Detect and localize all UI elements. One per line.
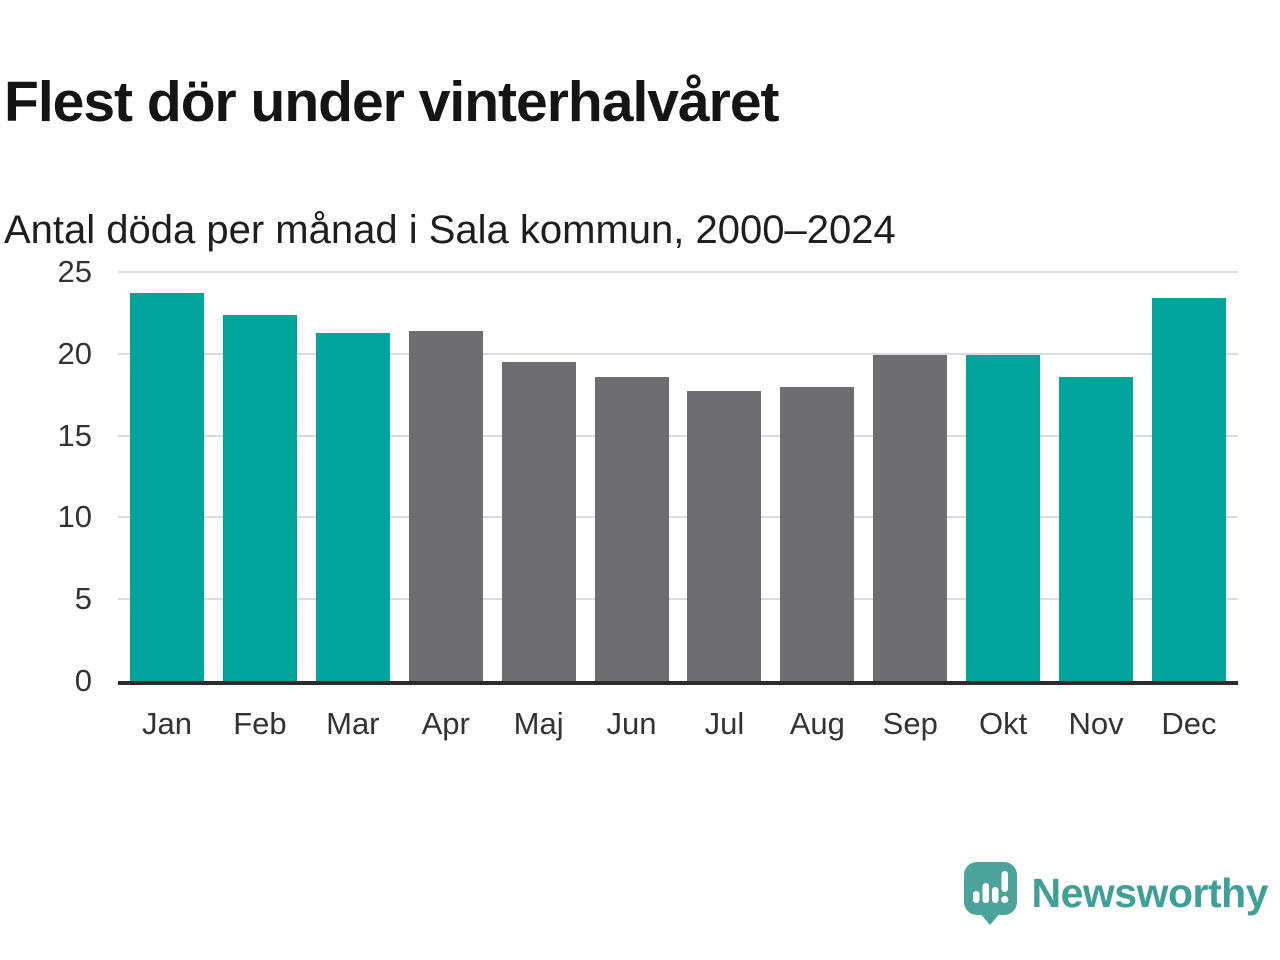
- y-axis-label-20: 20: [57, 335, 92, 371]
- x-axis-label-okt: Okt: [979, 706, 1028, 741]
- gridline-15: [118, 434, 1238, 437]
- newsworthy-logo-icon: [963, 862, 1017, 925]
- y-axis-label-10: 10: [57, 499, 92, 535]
- bar-slot-apr: Apr: [408, 272, 483, 741]
- bar-dec: [1151, 298, 1226, 681]
- x-axis-label-dec: Dec: [1161, 706, 1217, 741]
- x-axis-label-maj: Maj: [513, 706, 564, 741]
- bar-feb: [222, 314, 297, 681]
- bar-aug: [780, 386, 855, 681]
- bar-slot-maj: Maj: [501, 272, 576, 741]
- bar-mar: [315, 332, 390, 681]
- bar-jun: [594, 376, 669, 681]
- bar-slot-jul: Jul: [687, 272, 762, 741]
- gridline-5: [118, 598, 1238, 601]
- bar-slot-dec: Dec: [1151, 272, 1226, 741]
- chart-subtitle: Antal döda per månad i Sala kommun, 2000…: [4, 208, 896, 252]
- y-axis-label-0: 0: [74, 663, 92, 698]
- y-axis-label-25: 25: [57, 254, 92, 289]
- gridline-20: [118, 352, 1238, 355]
- newsworthy-logo: Newsworthy: [962, 860, 1269, 926]
- bar-slot-nov: Nov: [1059, 272, 1134, 741]
- x-axis-label-feb: Feb: [233, 706, 287, 741]
- bar-slot-jun: Jun: [594, 272, 669, 741]
- bar-slot-feb: Feb: [222, 272, 297, 741]
- bar-slot-sep: Sep: [873, 272, 948, 741]
- newsworthy-logo-text: Newsworthy: [1031, 870, 1269, 916]
- x-axis-label-jan: Jan: [142, 706, 192, 741]
- chart-title: Flest dör under vinterhalvåret: [4, 70, 780, 135]
- x-axis-label-sep: Sep: [882, 706, 938, 741]
- y-axis: 0 5 10 15 20 25: [0, 0, 92, 960]
- x-axis-label-jun: Jun: [606, 706, 657, 741]
- bar-sep: [873, 355, 948, 681]
- gridline-25: [118, 271, 1238, 273]
- x-axis-label-aug: Aug: [789, 706, 845, 741]
- bar-slot-okt: Okt: [966, 272, 1041, 741]
- bars-container: Jan Feb Mar Apr Maj Jun Jul Aug Sep Okt Nov Dec: [118, 272, 1238, 741]
- bar-slot-aug: Aug: [780, 272, 855, 741]
- x-axis-label-jul: Jul: [704, 706, 745, 741]
- bar-apr: [408, 330, 483, 681]
- bar-jan: [130, 293, 204, 681]
- x-axis-label-mar: Mar: [326, 706, 380, 741]
- y-axis-label-5: 5: [74, 581, 92, 617]
- bar-slot-jan: Jan: [130, 272, 204, 741]
- bar-maj: [501, 361, 576, 681]
- bar-jul: [687, 391, 762, 681]
- bar-slot-mar: Mar: [315, 272, 390, 741]
- bar-nov: [1059, 376, 1134, 681]
- bar-okt: [966, 355, 1041, 681]
- y-axis-label-15: 15: [57, 417, 92, 453]
- gridline-10: [118, 516, 1238, 519]
- x-axis-label-nov: Nov: [1068, 706, 1124, 741]
- x-axis-label-apr: Apr: [421, 706, 470, 741]
- plot-area: Jan Feb Mar Apr Maj Jun Jul Aug Sep Okt Nov Dec: [118, 271, 1238, 741]
